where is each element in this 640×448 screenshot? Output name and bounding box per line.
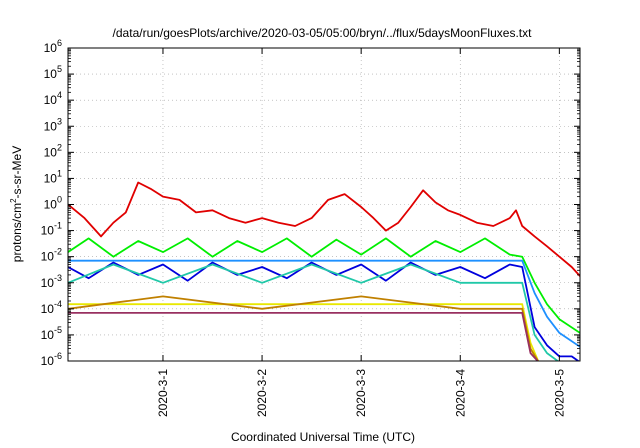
y-tick-label: 104: [44, 90, 62, 107]
y-tick-label: 102: [44, 142, 62, 159]
series-line-6: [68, 303, 540, 361]
y-tick-label: 105: [44, 64, 62, 81]
y-tick-label: 10-4: [41, 299, 62, 316]
x-tick-label: 2020-3-4: [453, 369, 467, 417]
y-tick-label: 10-1: [41, 221, 62, 238]
series-line-2: [68, 237, 580, 334]
series-line-1: [68, 181, 580, 277]
x-tick-label: 2020-3-3: [354, 369, 368, 417]
x-tick-label: 2020-3-1: [156, 369, 170, 417]
series-group: [68, 181, 580, 361]
series-line-5: [68, 263, 560, 361]
x-tick-label: 2020-3-5: [552, 369, 566, 417]
series-line-3: [68, 261, 580, 361]
y-tick-label: 10-2: [41, 247, 62, 264]
y-tick-label: 101: [44, 168, 62, 185]
y-axis-ticks: 10-6 10-5 10-4 10-3 10-2 10-1 100 101 102 103 104 1…: [41, 38, 580, 368]
y-tick-label: 10-5: [41, 325, 62, 342]
chart-title: /data/run/goesPlots/archive/2020-03-05/0…: [113, 26, 533, 40]
y-tick-label: 100: [44, 195, 62, 212]
y-axis-label: protons/cm2-s-sr-MeV: [9, 146, 24, 262]
y-tick-label: 10-3: [41, 273, 62, 290]
y-tick-label: 10-6: [41, 351, 62, 368]
series-line-7: [68, 295, 540, 361]
x-axis-ticks: 2020-3-1 2020-3-2 2020-3-3 2020-3-4 2020-3-5: [156, 48, 566, 417]
y-tick-label: 103: [44, 116, 62, 133]
y-tick-label: 106: [44, 38, 62, 55]
series-line-8: [68, 311, 539, 361]
x-axis-label: Coordinated Universal Time (UTC): [231, 430, 415, 444]
x-tick-label: 2020-3-2: [255, 369, 269, 417]
series-line-4: [68, 259, 580, 348]
